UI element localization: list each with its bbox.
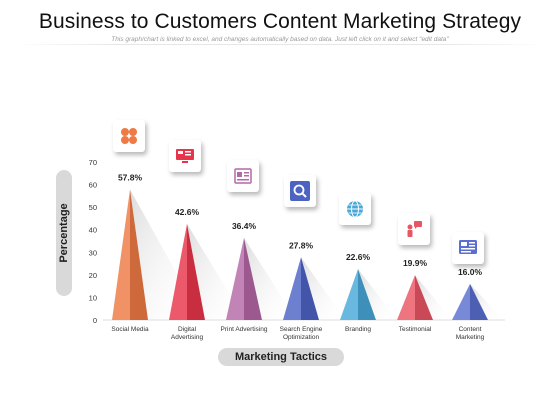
cone-shadow	[358, 268, 398, 320]
y-tick-label: 10	[89, 293, 97, 302]
data-label: 42.6%	[175, 207, 200, 217]
digital-advertising-icon	[176, 149, 194, 163]
category-label: Print Advertising	[221, 326, 268, 333]
icon-card	[284, 175, 316, 207]
y-tick-label: 0	[93, 316, 97, 325]
data-label: 36.4%	[232, 221, 257, 231]
icon-card	[227, 160, 259, 192]
print-advertising-icon	[234, 168, 252, 184]
y-axis-label-pill	[56, 170, 72, 296]
data-labels: 57.8% 42.6% 36.4% 27.8% 22.6% 19.9% 16.0%	[118, 173, 483, 277]
cone-bar-left-face	[452, 283, 470, 320]
category-label: Testimonial	[399, 326, 432, 333]
y-tick-label: 30	[89, 248, 97, 257]
cone-bar-right-face	[244, 237, 262, 320]
cone-bar-left-face	[169, 223, 187, 320]
x-axis-label-pill	[218, 348, 344, 366]
cone-bars	[112, 189, 488, 320]
cone-bar-left-face	[226, 237, 244, 320]
content-marketing-icon	[459, 240, 477, 254]
testimonial-icon	[407, 221, 422, 237]
cone-bar-left-face	[397, 275, 415, 320]
y-tick-label: 70	[89, 158, 97, 167]
y-tick-label: 20	[89, 271, 97, 280]
cone-bar-right-face	[358, 268, 376, 320]
y-tick-label: 40	[89, 226, 97, 235]
chart-subtitle: This graph/chart is linked to excel, and…	[111, 36, 449, 43]
data-label: 27.8%	[289, 240, 314, 250]
cone-shadow	[244, 237, 297, 320]
seo-icon	[290, 181, 310, 201]
icon-card	[398, 213, 430, 245]
category-labels: Social Media Digital Advertising Print Adve…	[111, 326, 484, 341]
social-media-icon	[121, 128, 137, 144]
cone-bar-left-face	[283, 257, 301, 320]
cone-shadow	[187, 223, 246, 320]
title-divider	[14, 44, 546, 45]
cone-bar-left-face	[340, 268, 358, 320]
y-tick-label: 60	[89, 181, 97, 190]
icon-card	[339, 193, 371, 225]
cone-shadow	[301, 257, 346, 320]
data-label: 16.0%	[458, 267, 483, 277]
category-label: Content Marketing	[456, 326, 485, 341]
category-label: Social Media	[111, 326, 149, 333]
cone-bar-right-face	[415, 275, 433, 320]
cone-bar-right-face	[470, 283, 488, 320]
cone-shadow	[415, 275, 452, 320]
icon-card	[113, 120, 145, 152]
cone-bar-right-face	[301, 257, 319, 320]
cone-shadow	[470, 283, 504, 320]
x-axis-label: Marketing Tactics	[234, 351, 328, 363]
icon-card	[452, 232, 484, 264]
data-label: 19.9%	[403, 258, 428, 268]
data-label: 57.8%	[118, 173, 143, 183]
y-tick-label: 50	[89, 203, 97, 212]
cone-bar-right-face	[187, 223, 205, 320]
icon-card	[169, 140, 201, 172]
category-label: Digital Advertising	[171, 326, 204, 341]
cone-bar-left-face	[112, 189, 130, 320]
branding-globe-icon	[347, 200, 363, 218]
category-label: Search Engine Optimization	[280, 326, 323, 341]
chart-title: Business to Customers Content Marketing …	[38, 10, 522, 33]
category-label: Branding	[345, 326, 371, 333]
cone-bar-right-face	[130, 189, 148, 320]
data-label: 22.6%	[346, 252, 371, 262]
